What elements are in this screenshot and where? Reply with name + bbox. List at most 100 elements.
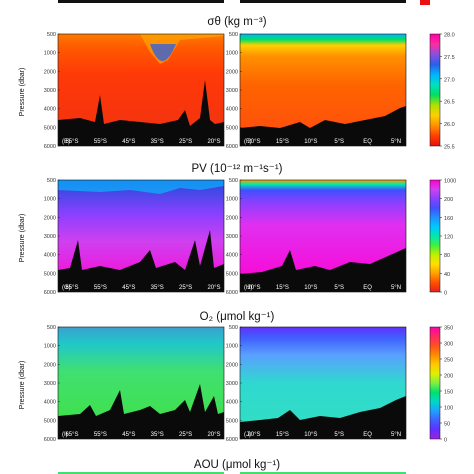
panel-j-bathymetry [240, 396, 406, 439]
y-tick-label: 2000 [226, 69, 238, 75]
y-tick-label: 500 [47, 178, 56, 184]
colorbar-1 [429, 179, 441, 293]
y-tick-label: 5000 [44, 418, 56, 424]
colorbar-tick-label: 28.0 [444, 33, 455, 39]
x-tick-label: 20°S [247, 139, 260, 145]
x-tick-label: 25°S [179, 432, 192, 438]
x-tick-label: 65°S [65, 139, 78, 145]
y-tick-label: 500 [47, 32, 56, 38]
y-tick-label: 3000 [226, 381, 238, 387]
ylabel-pv: Pressure (dbar) [19, 214, 26, 263]
panel-label: (J) [244, 432, 251, 438]
colorbar-tick-label: 150 [444, 390, 453, 396]
y-tick-label: 1000 [226, 51, 238, 57]
colorbar-tick-label: 0 [444, 291, 447, 297]
colorbar-tick-label: 27.0 [444, 77, 455, 83]
colorbar-tick-label: 26.0 [444, 122, 455, 128]
y-tick-label: 3000 [226, 88, 238, 94]
x-tick-label: 35°S [151, 432, 164, 438]
colorbar-tick-label: 300 [444, 342, 453, 348]
panel-label: (H) [244, 285, 252, 291]
panel-e-blue-dip [150, 44, 176, 61]
panel-e-bathymetry [58, 80, 224, 146]
x-tick-label: 35°S [151, 285, 164, 291]
y-tick-label: 5000 [44, 125, 56, 131]
next-row-left-edge [58, 472, 224, 474]
x-tick-label: EQ [363, 139, 372, 145]
colorbar-tick-label: 50 [444, 422, 450, 428]
x-tick-label: 20°S [207, 432, 220, 438]
panel-label: (G) [62, 285, 71, 291]
x-tick-label: 15°S [276, 285, 289, 291]
x-tick-label: 65°S [65, 432, 78, 438]
y-tick-label: 2000 [226, 362, 238, 368]
x-tick-label: 5°S [334, 139, 344, 145]
x-tick-label: 25°S [179, 285, 192, 291]
x-tick-label: 20°S [247, 432, 260, 438]
y-tick-label: 500 [229, 178, 238, 184]
y-tick-label: 3000 [44, 381, 56, 387]
x-tick-label: 5°N [391, 285, 401, 291]
x-tick-label: 20°S [207, 285, 220, 291]
x-tick-label: 10°S [304, 285, 317, 291]
y-tick-label: 6000 [226, 437, 238, 443]
y-tick-label: 5000 [226, 271, 238, 277]
panel-label: (E) [62, 139, 70, 145]
x-tick-label: 25°S [179, 139, 192, 145]
x-tick-label: 55°S [94, 139, 107, 145]
x-tick-label: 10°S [304, 432, 317, 438]
y-tick-label: 1000 [44, 197, 56, 203]
row-pv [57, 179, 407, 293]
y-tick-label: 6000 [44, 144, 56, 150]
y-tick-label: 6000 [226, 290, 238, 296]
y-tick-label: 3000 [226, 234, 238, 240]
x-tick-label: 45°S [122, 432, 135, 438]
colorbar-tick-label: 200 [444, 197, 453, 203]
y-tick-label: 5000 [226, 125, 238, 131]
x-tick-label: EQ [363, 285, 372, 291]
panel-title-sigma: σθ (kg m⁻³) [207, 16, 266, 28]
y-tick-label: 500 [47, 325, 56, 331]
x-tick-label: 55°S [94, 285, 107, 291]
colorbar-tick-label: 350 [444, 326, 453, 332]
x-tick-label: 45°S [122, 139, 135, 145]
row-sigma [57, 33, 407, 147]
x-tick-label: 55°S [94, 432, 107, 438]
y-tick-label: 2000 [44, 215, 56, 221]
y-tick-label: 5000 [44, 271, 56, 277]
colorbar-tick-label: 250 [444, 358, 453, 364]
colorbar-0 [429, 33, 441, 147]
y-tick-label: 3000 [44, 234, 56, 240]
ylabel-o2: Pressure (dbar) [19, 361, 26, 410]
bottom-caption: AOU (μmol kg⁻¹) [194, 459, 280, 471]
y-tick-label: 6000 [44, 290, 56, 296]
prev-panel-right-edge [240, 0, 406, 3]
colorbar-tick-label: 160 [444, 216, 453, 222]
colorbar-2 [429, 326, 441, 440]
y-tick-label: 500 [229, 32, 238, 38]
colorbar-tick-label: 120 [444, 235, 453, 241]
prev-panel-left-edge [58, 0, 224, 3]
panel-title-pv: PV (10⁻¹² m⁻¹s⁻¹) [191, 163, 282, 175]
colorbar-tick-label: 25.5 [444, 145, 455, 151]
y-tick-label: 2000 [44, 362, 56, 368]
next-row-right-edge [240, 472, 406, 474]
colorbar-tick-label: 26.5 [444, 100, 455, 106]
x-tick-label: 35°S [151, 139, 164, 145]
panel-label: (I) [62, 432, 68, 438]
y-tick-label: 4000 [44, 107, 56, 113]
top-strip [0, 0, 474, 8]
y-tick-label: 4000 [226, 400, 238, 406]
x-tick-label: 65°S [65, 285, 78, 291]
y-tick-label: 4000 [226, 253, 238, 259]
y-tick-label: 1000 [226, 197, 238, 203]
colorbar-tick-label: 200 [444, 374, 453, 380]
panel-g-surface-layer [58, 180, 224, 194]
row-o2 [57, 326, 407, 440]
y-tick-label: 500 [229, 325, 238, 331]
x-tick-label: 5°N [391, 432, 401, 438]
y-tick-label: 4000 [226, 107, 238, 113]
x-tick-label: 5°S [334, 285, 344, 291]
y-tick-label: 2000 [226, 215, 238, 221]
